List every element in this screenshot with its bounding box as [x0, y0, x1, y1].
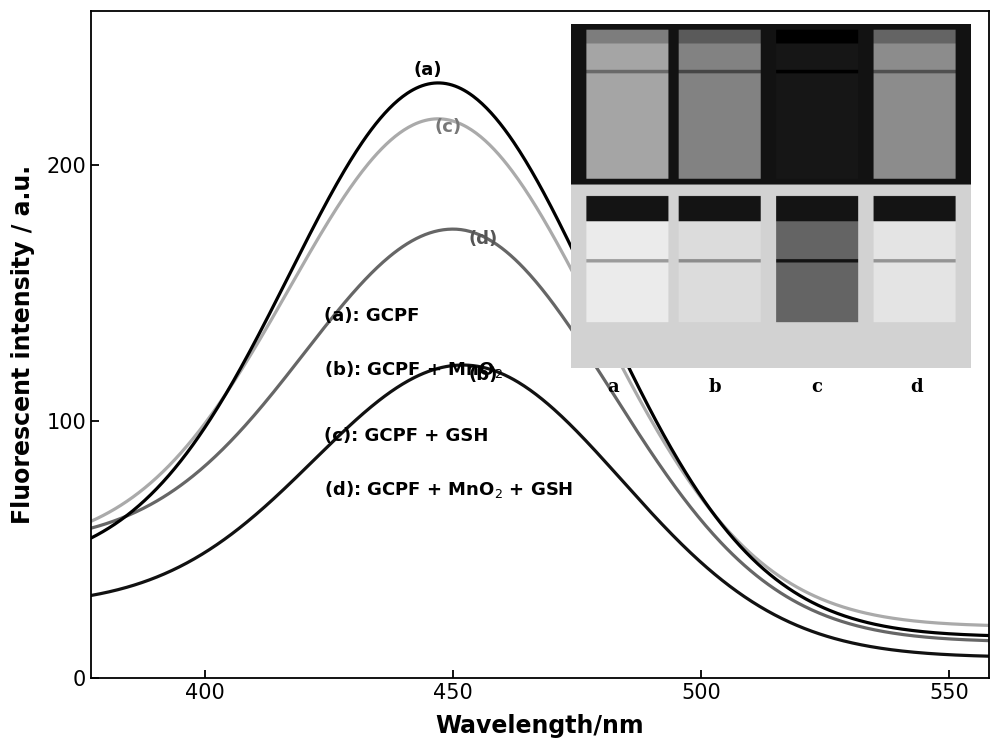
Text: (c): GCPF + GSH: (c): GCPF + GSH [324, 427, 489, 445]
Y-axis label: Fluorescent intensity / a.u.: Fluorescent intensity / a.u. [11, 165, 35, 524]
Text: (b): GCPF + MnO$_2$: (b): GCPF + MnO$_2$ [324, 359, 503, 380]
Text: (a): (a) [414, 61, 442, 79]
Text: (d): GCPF + MnO$_2$ + GSH: (d): GCPF + MnO$_2$ + GSH [324, 479, 574, 500]
Text: (b): (b) [468, 366, 497, 384]
Text: (d): (d) [468, 231, 497, 249]
Text: (c): (c) [435, 118, 462, 136]
Text: (a): GCPF: (a): GCPF [324, 307, 420, 325]
X-axis label: Wavelength/nm: Wavelength/nm [436, 714, 644, 738]
